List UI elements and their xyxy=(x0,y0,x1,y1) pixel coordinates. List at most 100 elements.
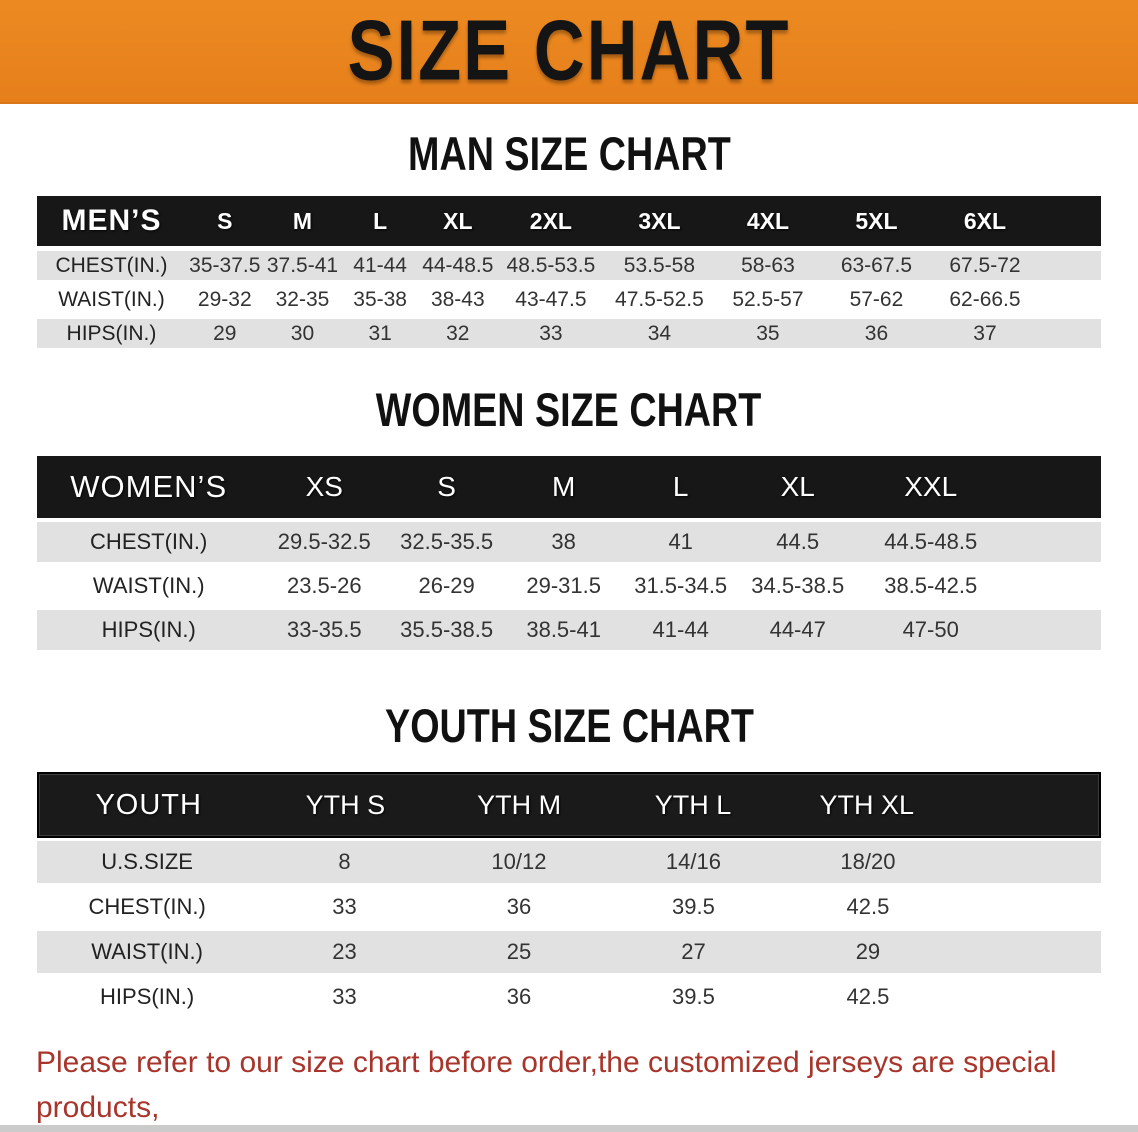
cell: 32-35 xyxy=(275,287,330,311)
cell: 26-29 xyxy=(418,573,475,598)
banner: SIZE CHART xyxy=(0,0,1138,104)
men-header-size-xl: XL xyxy=(443,207,473,234)
cell: 34 xyxy=(647,321,672,345)
cell: 31.5-34.5 xyxy=(634,573,728,598)
women-header-label: WOMEN’S xyxy=(70,469,228,504)
cell: 44.5 xyxy=(776,529,820,554)
cell: 35-38 xyxy=(353,287,407,311)
cell: 48.5-53.5 xyxy=(506,253,596,277)
disclaimer-note: Please refer to our size chart before or… xyxy=(36,1040,1138,1132)
youth-header-size-s: YTH S xyxy=(305,789,386,820)
cell: 35 xyxy=(756,321,780,345)
cell: 35-37.5 xyxy=(189,253,261,277)
cell: 29 xyxy=(213,321,237,345)
row-label: WAIST(IN.) xyxy=(58,287,165,311)
cell: 38-43 xyxy=(430,287,485,311)
women-size-table: WOMEN’S XS S M L XL XXL CHEST(IN.) 29.5-… xyxy=(37,456,1101,650)
cell: 33 xyxy=(332,984,357,1009)
cell: 44-48.5 xyxy=(422,253,494,277)
cell: 27 xyxy=(681,939,706,964)
women-header-size-xs: XS xyxy=(305,471,343,502)
women-header-size-m: M xyxy=(551,471,576,502)
youth-row-waist: WAIST(IN.) 23 25 27 29 xyxy=(37,931,1101,973)
cell: 42.5 xyxy=(846,984,890,1009)
women-row-hips: HIPS(IN.) 33-35.5 35.5-38.5 38.5-41 41-4… xyxy=(37,610,1101,650)
cell: 38.5-41 xyxy=(526,617,601,642)
row-label: HIPS(IN.) xyxy=(101,617,196,642)
women-header-size-l: L xyxy=(672,471,689,502)
youth-header-size-l: YTH L xyxy=(654,789,732,820)
cell: 44-47 xyxy=(769,617,826,642)
row-label: CHEST(IN.) xyxy=(90,529,208,554)
row-label: WAIST(IN.) xyxy=(91,939,203,964)
cell: 33 xyxy=(332,894,357,919)
men-table-header-row: MEN’S S M L XL 2XL 3XL 4XL 5XL 6XL xyxy=(37,196,1101,246)
cell: 47.5-52.5 xyxy=(615,287,704,311)
cell: 14/16 xyxy=(665,849,721,874)
women-header-size-xl: XL xyxy=(780,471,815,502)
youth-header-size-xl: YTH XL xyxy=(819,789,915,820)
men-row-hips: HIPS(IN.) 29 30 31 32 33 34 35 36 37 xyxy=(37,319,1101,348)
youth-row-chest: CHEST(IN.) 33 36 39.5 42.5 xyxy=(37,886,1101,928)
youth-header-label: YOUTH xyxy=(95,788,202,821)
cell: 41-44 xyxy=(353,253,407,277)
cell: 29.5-32.5 xyxy=(277,529,371,554)
cell: 52.5-57 xyxy=(732,287,804,311)
cell: 58-63 xyxy=(741,253,795,277)
youth-row-hips: HIPS(IN.) 33 36 39.5 42.5 xyxy=(37,976,1101,1018)
cell: 67.5-72 xyxy=(949,253,1021,277)
youth-table-header-row: YOUTH YTH S YTH M YTH L YTH XL xyxy=(37,772,1101,838)
row-label: HIPS(IN.) xyxy=(66,321,157,345)
men-header-size-l: L xyxy=(373,207,388,234)
cell: 41-44 xyxy=(652,617,709,642)
row-label: HIPS(IN.) xyxy=(100,984,195,1009)
women-section-title: WOMEN SIZE CHART xyxy=(0,384,1138,437)
women-table-header-row: WOMEN’S XS S M L XL XXL xyxy=(37,456,1101,518)
cell: 32 xyxy=(446,321,470,345)
cell: 32.5-35.5 xyxy=(400,529,494,554)
men-header-size-m: M xyxy=(292,207,313,234)
cell: 57-62 xyxy=(849,287,904,311)
cell: 63-67.5 xyxy=(840,253,913,277)
women-row-chest: CHEST(IN.) 29.5-32.5 32.5-35.5 38 41 44.… xyxy=(37,522,1101,562)
cell: 36 xyxy=(864,321,889,345)
row-label: CHEST(IN.) xyxy=(88,894,206,919)
cell: 47-50 xyxy=(902,617,959,642)
cell: 38.5-42.5 xyxy=(884,573,978,598)
cell: 10/12 xyxy=(491,849,547,874)
men-header-size-5xl: 5XL xyxy=(855,207,898,234)
row-label: U.S.SIZE xyxy=(101,849,193,874)
bottom-edge-strip xyxy=(0,1125,1138,1132)
cell: 41 xyxy=(668,529,693,554)
men-section-title-text: MAN SIZE CHART xyxy=(407,127,731,181)
cell: 44.5-48.5 xyxy=(884,529,978,554)
youth-size-table: YOUTH YTH S YTH M YTH L YTH XL U.S.SIZE … xyxy=(37,772,1101,1018)
men-header-size-3xl: 3XL xyxy=(638,207,681,234)
cell: 33 xyxy=(539,321,563,345)
cell: 43-47.5 xyxy=(515,287,587,311)
cell: 18/20 xyxy=(840,849,896,874)
youth-header-size-m: YTH M xyxy=(477,789,562,820)
youth-section-title: YOUTH SIZE CHART xyxy=(0,700,1138,753)
men-row-chest: CHEST(IN.) 35-37.5 37.5-41 41-44 44-48.5… xyxy=(37,251,1101,280)
cell: 33-35.5 xyxy=(286,617,362,642)
cell: 39.5 xyxy=(672,984,715,1009)
cell: 62-66.5 xyxy=(949,287,1021,311)
youth-row-us-size: U.S.SIZE 8 10/12 14/16 18/20 xyxy=(37,841,1101,883)
men-row-waist: WAIST(IN.) 29-32 32-35 35-38 38-43 43-47… xyxy=(37,285,1101,314)
men-header-size-6xl: 6XL xyxy=(963,207,1007,234)
cell: 29 xyxy=(855,939,881,964)
men-header-size-4xl: 4XL xyxy=(746,207,790,234)
cell: 23.5-26 xyxy=(286,573,362,598)
cell: 8 xyxy=(338,849,351,874)
cell: 30 xyxy=(290,321,315,345)
cell: 35.5-38.5 xyxy=(400,617,494,642)
women-row-waist: WAIST(IN.) 23.5-26 26-29 29-31.5 31.5-34… xyxy=(37,566,1101,606)
cell: 23 xyxy=(332,939,357,964)
women-header-size-xxl: XXL xyxy=(904,471,958,502)
cell: 29-31.5 xyxy=(526,573,601,598)
men-header-size-s: S xyxy=(217,207,233,234)
cell: 42.5 xyxy=(846,894,890,919)
cell: 37 xyxy=(973,321,997,345)
